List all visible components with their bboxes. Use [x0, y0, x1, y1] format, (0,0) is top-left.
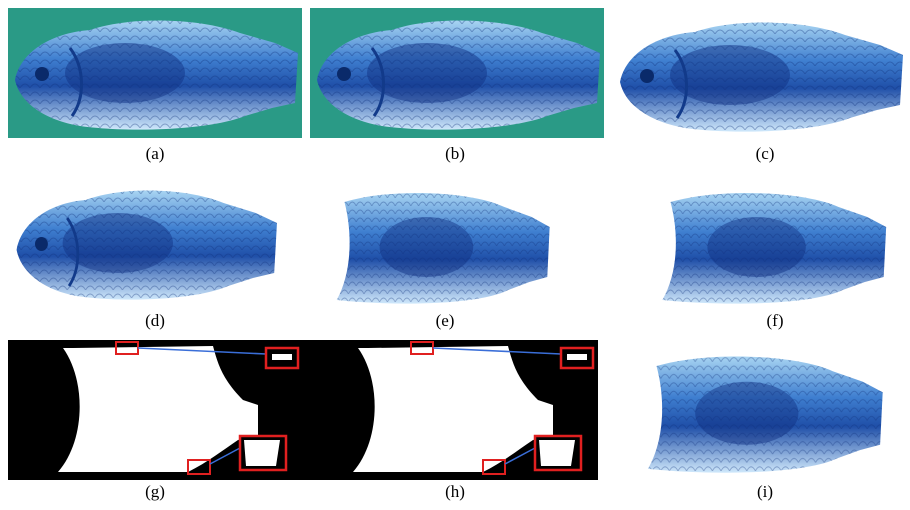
panel-b: [310, 8, 604, 138]
panel-label: (h): [445, 482, 465, 501]
mask-image: [303, 340, 598, 480]
panel-label: (i): [757, 482, 773, 501]
fish-image: [662, 193, 886, 304]
panel-label: (b): [445, 144, 465, 163]
fish-image: [648, 356, 883, 472]
fish-image: [17, 191, 277, 300]
fish-image: [620, 23, 903, 132]
panel-label: (g): [145, 482, 165, 501]
panel-label: (d): [145, 311, 165, 330]
figure: (a) (b) (c) (d) (e) (f) (g) (h) (i): [0, 0, 910, 510]
panel-a: [8, 8, 302, 138]
panel-label: (a): [146, 144, 165, 163]
panel-label: (e): [436, 311, 455, 330]
mask-image: [8, 340, 303, 480]
page: {"panels": [{"label": "(a)"}, {"label": …: [0, 0, 910, 510]
fish-image: [337, 193, 550, 304]
panel-label: (c): [756, 144, 775, 163]
panel-label: (f): [767, 311, 784, 330]
